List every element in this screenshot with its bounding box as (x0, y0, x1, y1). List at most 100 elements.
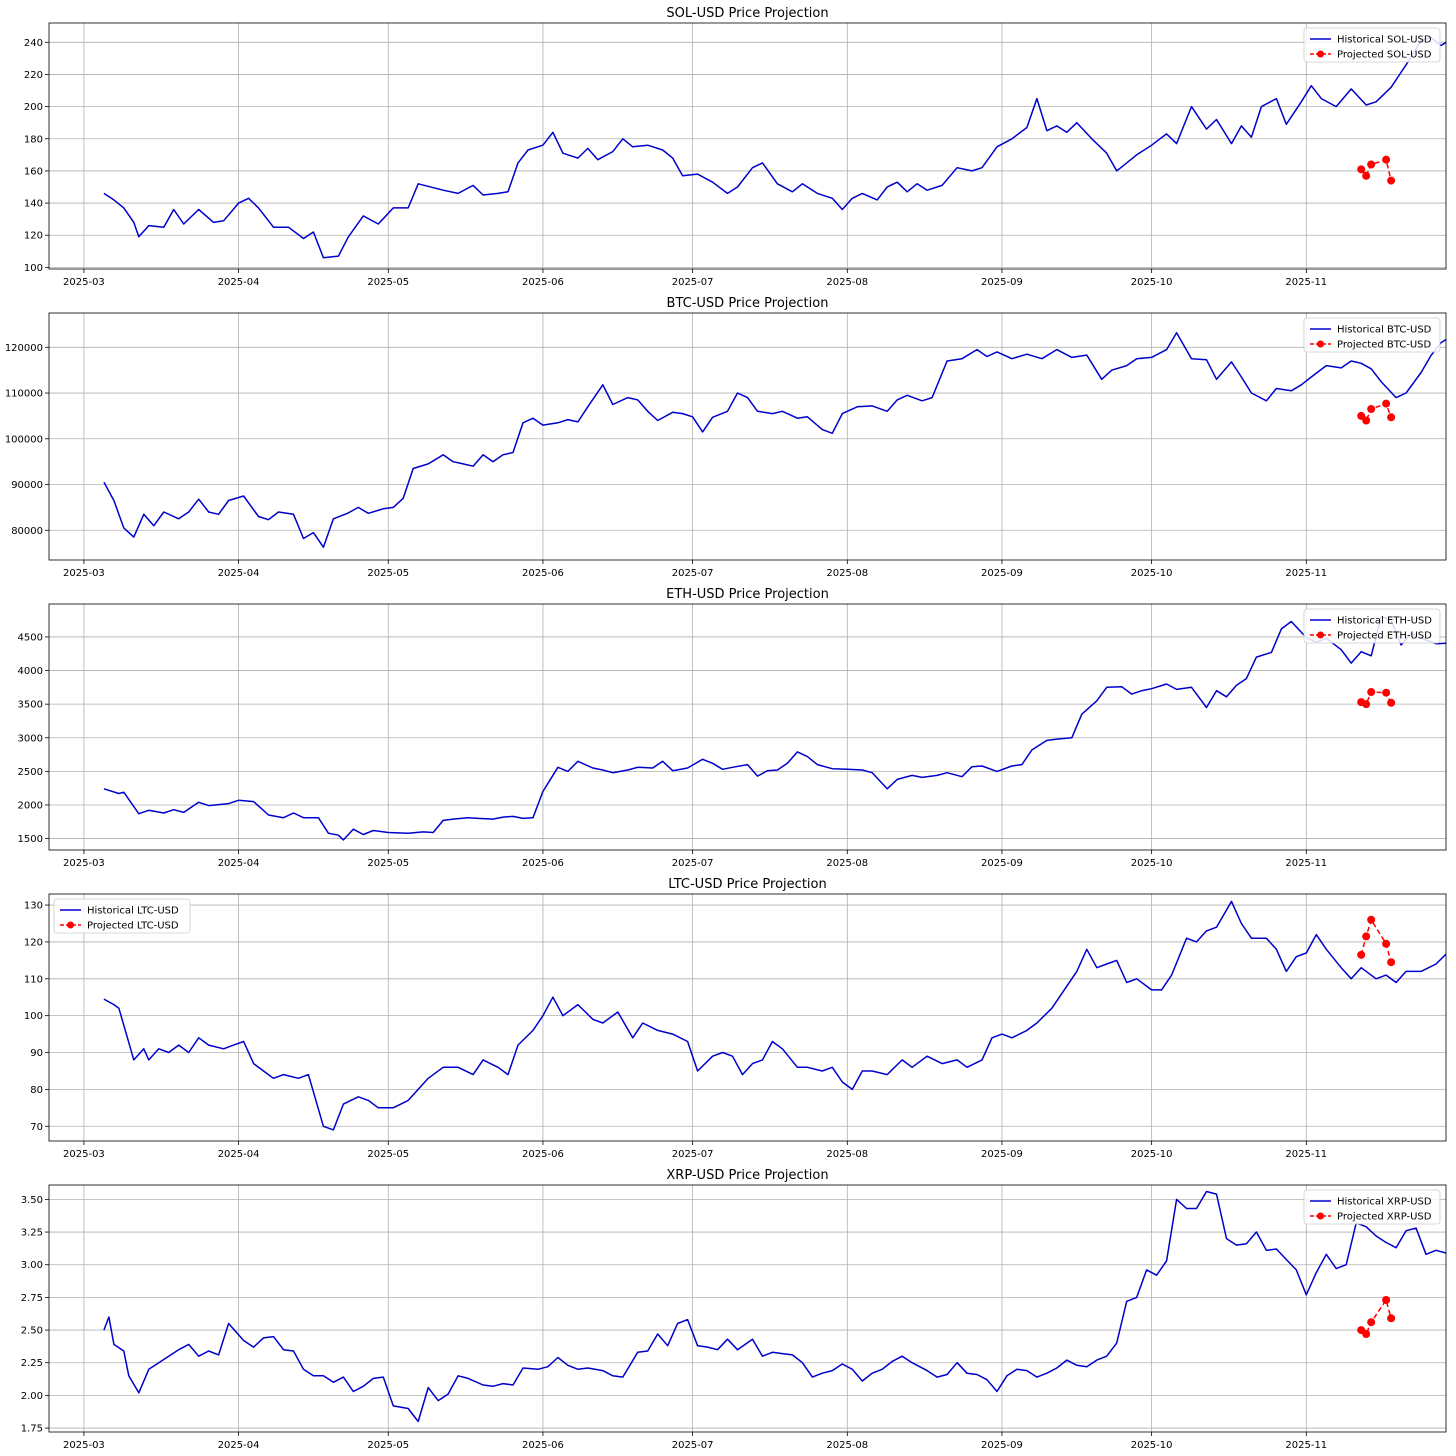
x-tick-label: 2025-06 (522, 1440, 564, 1451)
legend-box (1303, 608, 1441, 644)
x-tick-label: 2025-10 (1131, 277, 1173, 288)
legend-marker-projected (67, 921, 74, 929)
historical-line (103, 331, 1446, 548)
historical-line (103, 616, 1446, 841)
y-tick-label: 110 (24, 974, 43, 985)
historical-series (103, 1190, 1446, 1423)
y-tick-label: 80 (30, 1085, 43, 1096)
projected-series (1357, 1296, 1396, 1338)
legend: Historical ETH-USD Projected ETH-USD (1303, 608, 1441, 644)
y-tick-label: 4500 (18, 632, 43, 643)
y-tick-label: 2500 (18, 767, 43, 778)
legend-label: Projected ETH-USD (1337, 631, 1432, 642)
x-tick-label: 2025-04 (218, 277, 260, 288)
historical-line (103, 900, 1446, 1131)
y-tick-label: 140 (24, 199, 43, 210)
y-tick-label: 2.50 (21, 1326, 43, 1337)
projected-series (1357, 915, 1396, 967)
projected-point (1362, 932, 1371, 941)
x-tick-label: 2025-10 (1131, 1440, 1173, 1451)
y-tick-label: 120000 (5, 343, 43, 354)
projected-point (1362, 700, 1371, 709)
y-tick-label: 110000 (5, 389, 43, 400)
y-tick-label: 160 (24, 166, 43, 177)
chart-panel-4: LTC-USD Price Projection 2025-03 2025-04 20… (24, 877, 1447, 1160)
projected-point (1387, 413, 1396, 422)
chart-title: SOL-USD Price Projection (666, 6, 828, 21)
historical-line (103, 36, 1446, 259)
x-tick-label: 2025-05 (367, 858, 409, 869)
historical-series (103, 900, 1446, 1131)
legend-label: Projected LTC-USD (87, 921, 179, 932)
y-tick-label: 2.75 (21, 1293, 43, 1304)
chart-panel-2: BTC-USD Price Projection 2025-03 2025-04 20… (5, 296, 1447, 579)
projected-series (1357, 399, 1396, 425)
legend-label: Historical LTC-USD (87, 906, 179, 917)
x-tick-label: 2025-05 (367, 1440, 409, 1451)
x-tick-label: 2025-11 (1285, 1440, 1327, 1451)
y-tick-label: 1500 (18, 834, 43, 845)
legend-marker-projected (1317, 631, 1324, 639)
x-tick-label: 2025-06 (522, 277, 564, 288)
x-tick-label: 2025-10 (1131, 568, 1173, 579)
x-tick-label: 2025-07 (672, 277, 714, 288)
x-tick-label: 2025-06 (522, 568, 564, 579)
x-tick-label: 2025-09 (981, 1440, 1023, 1451)
y-tick-label: 4000 (18, 666, 43, 677)
x-tick-label: 2025-08 (826, 1440, 868, 1451)
legend-label: Historical ETH-USD (1337, 616, 1432, 627)
y-tick-label: 100 (24, 263, 43, 274)
projected-line (1360, 1298, 1392, 1336)
x-tick-label: 2025-10 (1131, 858, 1173, 869)
projected-point (1367, 1318, 1376, 1327)
legend: Historical XRP-USD Projected XRP-USD (1303, 1189, 1441, 1225)
projected-point (1362, 1329, 1371, 1338)
y-tick-label: 100000 (5, 434, 43, 445)
chart-panel-5: XRP-USD Price Projection 2025-03 2025-04 20… (21, 1168, 1447, 1451)
x-tick-label: 2025-08 (826, 277, 868, 288)
legend-marker-projected (1317, 340, 1324, 348)
x-tick-label: 2025-05 (367, 568, 409, 579)
x-tick-label: 2025-04 (218, 858, 260, 869)
projected-point (1367, 915, 1376, 924)
projected-point (1367, 160, 1376, 169)
y-tick-label: 2000 (18, 800, 43, 811)
axes-frame (48, 312, 1447, 561)
legend-marker-projected (1317, 1212, 1324, 1220)
chart-panel-1: SOL-USD Price Projection 2025-03 2025-04 20… (24, 6, 1447, 288)
x-tick-label: 2025-04 (218, 568, 260, 579)
legend-label: Projected XRP-USD (1337, 1212, 1432, 1223)
projected-point (1387, 1314, 1396, 1323)
projected-point (1357, 165, 1366, 174)
x-tick-label: 2025-03 (63, 277, 105, 288)
legend-label: Historical XRP-USD (1337, 1197, 1432, 1208)
axes-frame (48, 22, 1447, 270)
legend-box (1303, 1189, 1441, 1225)
x-tick-label: 2025-03 (63, 568, 105, 579)
axes-frame (48, 1184, 1447, 1433)
y-tick-label: 130 (24, 901, 43, 912)
legend-box (53, 898, 191, 934)
x-tick-label: 2025-06 (522, 1149, 564, 1160)
projected-point (1387, 176, 1396, 185)
y-tick-label: 240 (24, 38, 43, 49)
y-tick-label: 90 (30, 1048, 43, 1059)
y-tick-label: 3.00 (21, 1260, 43, 1271)
y-tick-label: 120 (24, 937, 43, 948)
projected-point (1367, 688, 1376, 697)
x-tick-label: 2025-07 (672, 1440, 714, 1451)
x-tick-label: 2025-03 (63, 858, 105, 869)
chart-title: XRP-USD Price Projection (666, 1168, 828, 1183)
projected-point (1382, 155, 1391, 164)
projected-point (1382, 939, 1391, 948)
x-tick-label: 2025-11 (1285, 858, 1327, 869)
x-tick-label: 2025-11 (1285, 1149, 1327, 1160)
x-tick-label: 2025-09 (981, 858, 1023, 869)
y-tick-label: 2.25 (21, 1358, 43, 1369)
x-tick-label: 2025-11 (1285, 277, 1327, 288)
chart-title: LTC-USD Price Projection (668, 877, 826, 892)
y-tick-label: 80000 (11, 526, 43, 537)
x-tick-label: 2025-06 (522, 858, 564, 869)
historical-series (103, 331, 1446, 548)
